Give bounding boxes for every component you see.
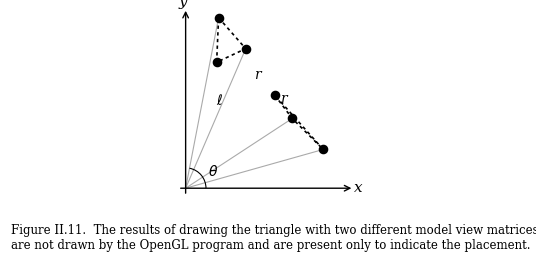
Point [319, 148, 327, 152]
Text: x: x [354, 180, 363, 194]
Point [214, 17, 223, 21]
Text: r: r [255, 67, 261, 81]
Point [288, 117, 296, 121]
Point [212, 61, 221, 65]
Point [271, 94, 279, 98]
Text: $\theta$: $\theta$ [208, 163, 218, 178]
Text: r: r [280, 91, 286, 105]
Point [241, 47, 250, 52]
Text: y: y [179, 0, 188, 9]
Text: Figure II.11.  The results of drawing the triangle with two different model view: Figure II.11. The results of drawing the… [11, 224, 536, 251]
Text: $\ell$: $\ell$ [215, 92, 223, 107]
